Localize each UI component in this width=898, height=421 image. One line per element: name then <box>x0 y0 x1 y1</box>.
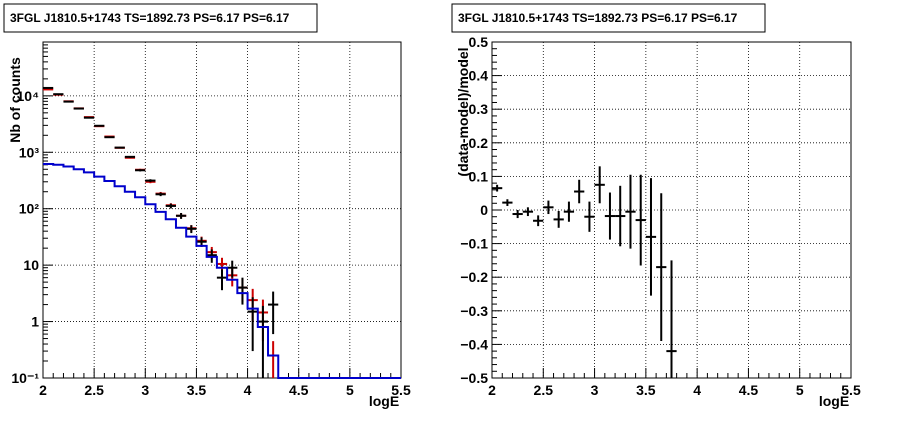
y-tick-label: −0.2 <box>460 269 488 285</box>
chart-panel-2: 2 2.5 3 3.5 4 4.5 5 5.5 −0.5 −0.4 −0.3 −0.2 −0.1 0 0.1… <box>451 3 861 409</box>
plot-frame <box>42 41 402 379</box>
x-tick-label: 3 <box>591 382 599 398</box>
y-tick-label: 0.1 <box>469 168 489 184</box>
x-tick-label: 5.5 <box>391 382 411 398</box>
x-tick-label: 4.5 <box>739 382 759 398</box>
x-tick-label: 3.5 <box>636 382 656 398</box>
chart-title: 3FGL J1810.5+1743 TS=1892.73 PS=6.17 PS=… <box>458 11 738 25</box>
x-axis-label: logE <box>369 393 399 409</box>
chart-title: 3FGL J1810.5+1743 TS=1892.73 PS=6.17 PS=… <box>10 11 290 25</box>
x-axis-label: logE <box>819 393 849 409</box>
y-axis-label: (data-model)/model <box>455 47 471 176</box>
y-tick-label: 10⁴ <box>17 88 40 104</box>
x-tick-label: 4 <box>244 382 252 398</box>
x-tick-label: 3 <box>141 382 149 398</box>
x-tick-label: 2 <box>488 382 496 398</box>
series-3 <box>43 162 401 379</box>
y-tick-label: 10 <box>23 257 39 273</box>
chart-panel-1: 2 2.5 3 3.5 4 4.5 5 5.5 10⁻¹ 1 10 10² 10³ 10⁴ 3FGL J18… <box>3 3 411 409</box>
series-2 <box>43 86 279 378</box>
title-box <box>451 3 766 33</box>
model-step-line <box>43 162 401 379</box>
y-tick-label: 0.3 <box>469 101 489 117</box>
series-1 <box>492 166 677 378</box>
y-axis-label: Nb of counts <box>7 57 23 143</box>
y-tick-label: 1 <box>31 314 39 330</box>
y-tick-label: 0 <box>480 202 488 218</box>
x-tick-label: 4 <box>693 382 701 398</box>
y-tick-label: 0.4 <box>469 68 489 84</box>
x-tick-label: 2.5 <box>534 382 554 398</box>
x-tick-label: 5 <box>796 382 804 398</box>
y-tick-label: 10² <box>19 201 40 217</box>
y-tick-label: −0.1 <box>460 236 488 252</box>
x-tick-label: 5 <box>346 382 354 398</box>
x-tick-label: 4.5 <box>289 382 309 398</box>
y-tick-label: 10³ <box>19 144 40 160</box>
y-tick-label: −0.4 <box>460 336 488 352</box>
y-tick-label: 10⁻¹ <box>11 370 39 386</box>
y-tick-label: −0.3 <box>460 303 488 319</box>
x-tick-label: 3.5 <box>187 382 207 398</box>
x-tick-label: 2.5 <box>84 382 104 398</box>
title-box <box>3 3 318 33</box>
y-tick-label: 0.5 <box>469 34 489 50</box>
x-tick-label: 2 <box>39 382 47 398</box>
y-tick-label: 0.2 <box>469 135 489 151</box>
y-tick-label: −0.5 <box>460 370 488 386</box>
x-tick-label: 5.5 <box>841 382 861 398</box>
